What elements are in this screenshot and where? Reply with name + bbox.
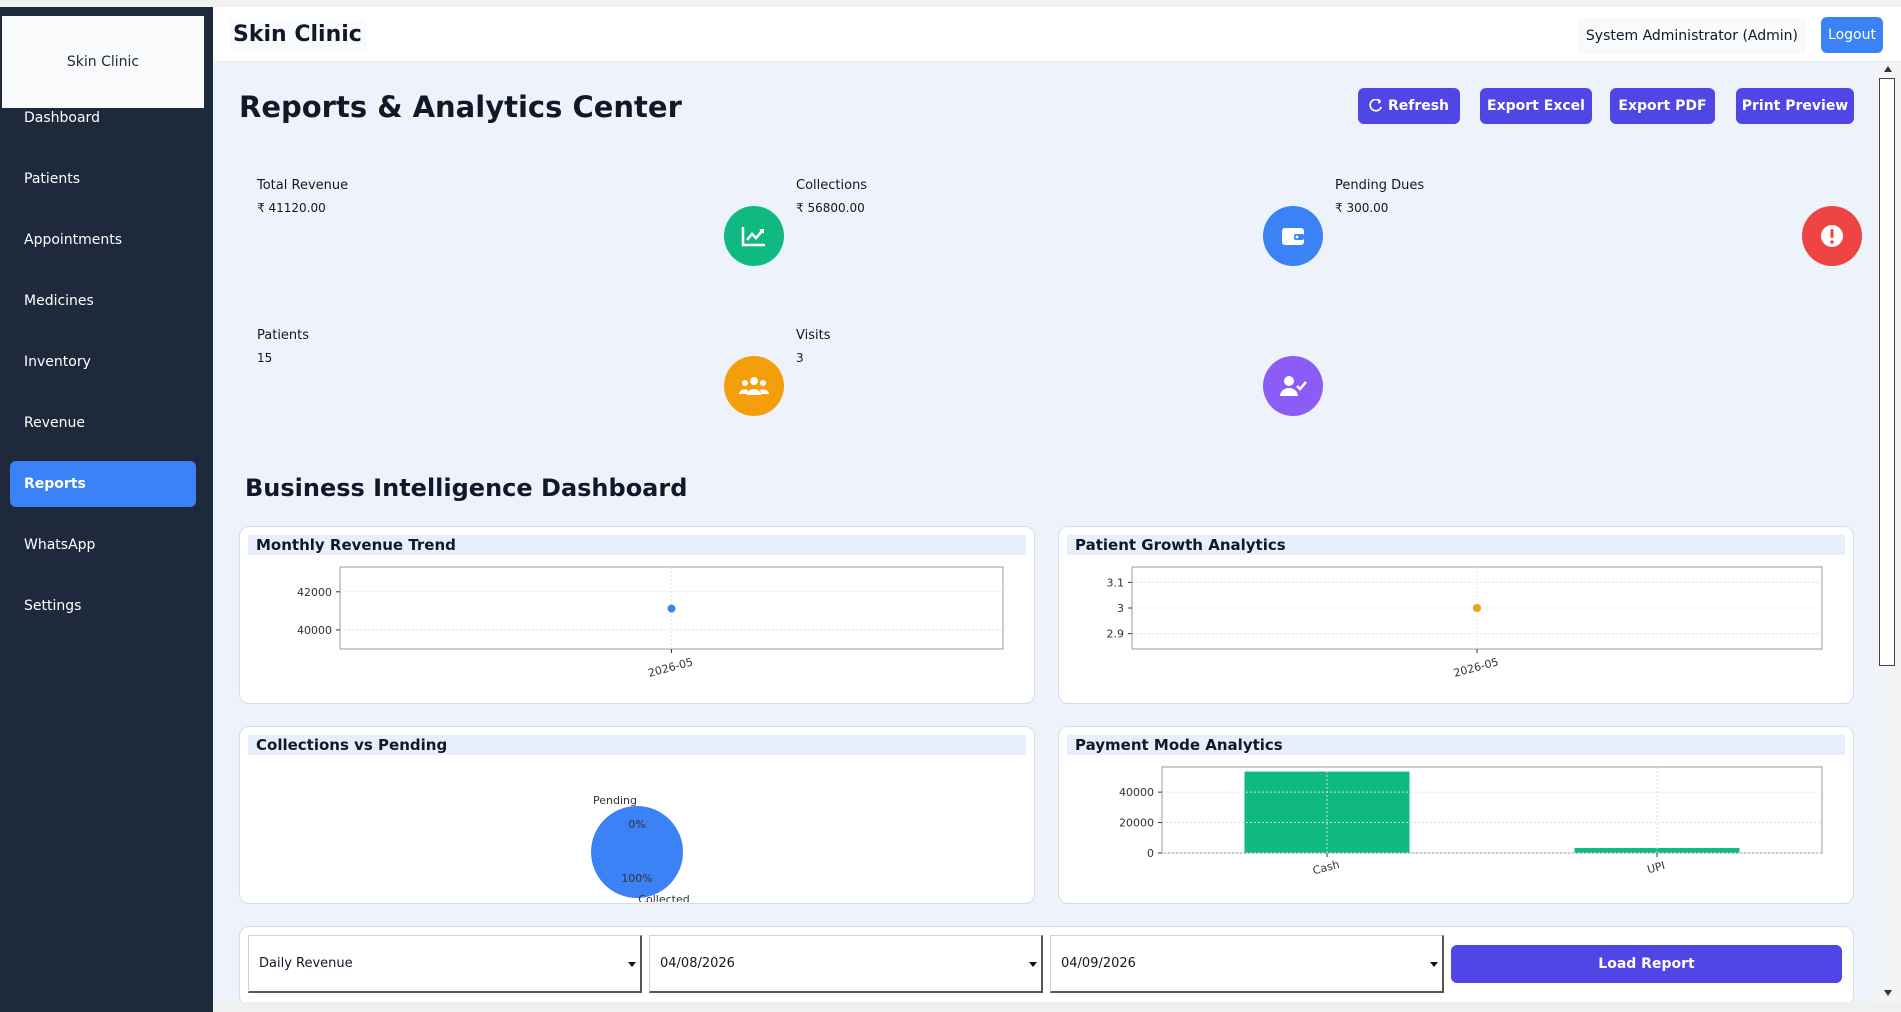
y-tick-label: 0 xyxy=(1147,847,1154,860)
scroll-up-arrow-icon[interactable] xyxy=(1884,66,1892,72)
payment-mode-chart: 0 20000 40000 Cash UPI xyxy=(1119,766,1823,878)
from-date-select[interactable]: 04/08/2026 xyxy=(649,935,1043,993)
exclamation-circle-icon xyxy=(1802,206,1862,266)
y-tick-label: 2.9 xyxy=(1107,628,1125,641)
wallet-icon xyxy=(1263,206,1323,266)
kpi-label: Pending Dues xyxy=(1335,178,1425,193)
kpi-value: 15 xyxy=(257,351,273,365)
print-preview-button[interactable]: Print Preview xyxy=(1736,88,1854,124)
kpi-visits: Visits 3 xyxy=(778,312,1323,457)
from-date-value: 04/08/2026 xyxy=(660,956,735,971)
export-excel-button[interactable]: Export Excel xyxy=(1480,88,1592,124)
logout-button[interactable]: Logout xyxy=(1821,17,1883,53)
kpi-label: Total Revenue xyxy=(257,178,349,193)
sidebar-item-medicines[interactable]: Medicines xyxy=(24,293,94,309)
user-check-icon xyxy=(1263,356,1323,416)
x-tick-label: UPI xyxy=(1646,859,1667,876)
kpi-value: 3 xyxy=(796,351,804,365)
report-type-value: Daily Revenue xyxy=(259,956,353,971)
pie-percent-label: 0% xyxy=(628,818,645,831)
chart-title: Patient Growth Analytics xyxy=(1067,535,1845,555)
refresh-label: Refresh xyxy=(1387,98,1450,114)
to-date-value: 04/09/2026 xyxy=(1061,956,1136,971)
kpi-value: ₹ 56800.00 xyxy=(796,201,865,215)
section-title: Business Intelligence Dashboard xyxy=(245,474,688,502)
vertical-scrollbar[interactable] xyxy=(1875,62,1901,1002)
sidebar-item-settings[interactable]: Settings xyxy=(24,598,82,614)
sidebar-item-patients[interactable]: Patients xyxy=(24,171,81,187)
kpi-total-revenue: Total Revenue ₹ 41120.00 xyxy=(239,162,784,307)
sidebar-item-revenue[interactable]: Revenue xyxy=(24,415,85,431)
chevron-down-icon xyxy=(1430,962,1438,967)
export-pdf-button[interactable]: Export PDF xyxy=(1610,88,1715,124)
patient-growth-card: Patient Growth Analytics 2.9 3 3.1 2026-05 xyxy=(1058,526,1854,704)
scroll-thumb[interactable] xyxy=(1879,78,1895,666)
chevron-down-icon xyxy=(1029,962,1037,967)
pie-slice xyxy=(591,806,683,898)
bar xyxy=(1574,847,1740,853)
chart-title: Collections vs Pending xyxy=(248,735,1026,755)
y-tick-label: 20000 xyxy=(1119,817,1154,830)
chart-line-icon xyxy=(724,206,784,266)
y-tick-label: 40000 xyxy=(297,624,332,637)
current-user-label: System Administrator (Admin) xyxy=(1577,18,1806,54)
patient-growth-chart: 2.9 3 3.1 2026-05 xyxy=(1107,566,1823,680)
kpi-collections: Collections ₹ 56800.00 xyxy=(778,162,1323,307)
sidebar-item-dashboard[interactable]: Dashboard xyxy=(24,110,100,126)
sidebar-item-whatsapp[interactable]: WhatsApp xyxy=(24,537,96,553)
chevron-down-icon xyxy=(628,962,636,967)
payment-mode-card: Payment Mode Analytics 0 20000 40000 Cash UP… xyxy=(1058,726,1854,904)
x-tick-label: 2026-05 xyxy=(647,655,695,679)
report-filter-bar: Daily Revenue 04/08/2026 04/09/2026 Load… xyxy=(239,926,1854,1002)
y-tick-label: 3.1 xyxy=(1107,576,1125,589)
report-type-select[interactable]: Daily Revenue xyxy=(248,935,642,993)
sidebar-item-appointments[interactable]: Appointments xyxy=(24,232,123,248)
x-tick-label: Cash xyxy=(1311,858,1341,878)
sidebar: Skin Clinic Dashboard Patients Appointment… xyxy=(0,7,213,1012)
kpi-value: ₹ 300.00 xyxy=(1335,201,1389,215)
kpi-label: Visits xyxy=(796,328,831,343)
y-tick-label: 3 xyxy=(1117,602,1124,615)
chart-title: Payment Mode Analytics xyxy=(1067,735,1845,755)
data-point xyxy=(1473,604,1481,612)
kpi-label: Patients xyxy=(257,328,310,343)
sidebar-brand: Skin Clinic xyxy=(2,16,204,108)
pie-category-label: Pending xyxy=(593,794,637,807)
main-content: Reports & Analytics Center Refresh Expor… xyxy=(213,62,1875,1002)
monthly-revenue-chart: 40000 42000 2026-05 xyxy=(297,566,1004,680)
top-bar: Skin Clinic System Administrator (Admin)… xyxy=(213,7,1901,62)
pie-percent-label: 100% xyxy=(621,872,652,885)
collections-pending-chart: Pending 0% 100% Collected xyxy=(591,794,690,902)
refresh-button[interactable]: Refresh xyxy=(1358,88,1460,124)
data-point xyxy=(667,604,676,613)
kpi-label: Collections xyxy=(796,178,868,193)
y-tick-label: 42000 xyxy=(297,586,332,599)
kpi-patients: Patients 15 xyxy=(239,312,784,457)
refresh-icon xyxy=(1369,99,1383,112)
x-tick-label: 2026-05 xyxy=(1452,655,1500,679)
monthly-revenue-card: Monthly Revenue Trend 40000 42000 2026-05 xyxy=(239,526,1035,704)
scroll-down-arrow-icon[interactable] xyxy=(1884,990,1892,996)
users-icon xyxy=(724,356,784,416)
collections-pending-card: Collections vs Pending Pending 0% 100% Coll… xyxy=(239,726,1035,904)
load-report-button[interactable]: Load Report xyxy=(1451,945,1842,983)
page-title: Reports & Analytics Center xyxy=(239,90,682,124)
kpi-pending-dues: Pending Dues ₹ 300.00 xyxy=(1317,162,1862,307)
sidebar-item-reports[interactable]: Reports xyxy=(10,461,196,507)
kpi-value: ₹ 41120.00 xyxy=(257,201,326,215)
to-date-select[interactable]: 04/09/2026 xyxy=(1050,935,1444,993)
pie-category-label: Collected xyxy=(638,893,689,902)
sidebar-item-inventory[interactable]: Inventory xyxy=(24,354,91,370)
chart-title: Monthly Revenue Trend xyxy=(248,535,1026,555)
app-title: Skin Clinic xyxy=(229,19,366,51)
y-tick-label: 40000 xyxy=(1119,786,1154,799)
